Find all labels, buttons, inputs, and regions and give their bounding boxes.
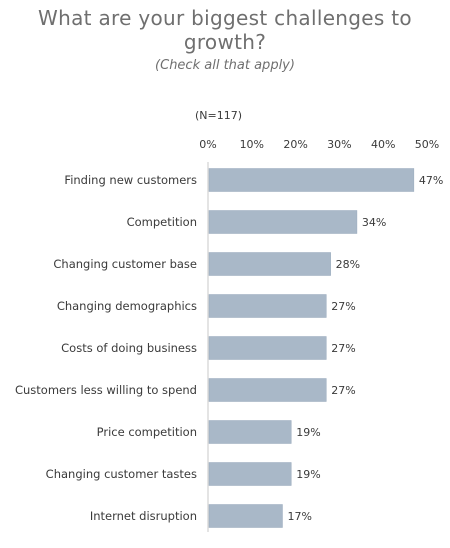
chart-title: What are your biggest challenges to grow… [38, 6, 412, 54]
bar [208, 252, 331, 276]
x-tick-label: 30% [327, 138, 351, 151]
bar [208, 294, 327, 318]
bar [208, 168, 415, 192]
category-label: Price competition [97, 425, 197, 439]
bar [208, 420, 292, 444]
category-label: Changing demographics [57, 299, 197, 313]
category-label: Customers less willing to spend [15, 383, 197, 397]
sample-size-note: (N=117) [195, 109, 243, 122]
bar [208, 378, 327, 402]
data-label: 28% [336, 258, 360, 271]
bar [208, 210, 358, 234]
chart-subtitle: (Check all that apply) [155, 58, 295, 73]
x-tick-label: 0% [199, 138, 216, 151]
data-label: 27% [331, 300, 355, 313]
x-tick-label: 10% [240, 138, 264, 151]
data-label: 17% [287, 510, 311, 523]
bar [208, 504, 283, 528]
category-label: Changing customer tastes [46, 467, 197, 481]
category-label: Competition [127, 215, 197, 229]
category-label: Finding new customers [64, 173, 197, 187]
data-label: 27% [331, 342, 355, 355]
category-label: Changing customer base [53, 257, 197, 271]
data-label: 34% [362, 216, 386, 229]
x-tick-label: 50% [415, 138, 439, 151]
bar [208, 336, 327, 360]
data-label: 19% [296, 468, 320, 481]
data-label: 19% [296, 426, 320, 439]
bar [208, 462, 292, 486]
category-label: Internet disruption [90, 509, 197, 523]
data-label: 27% [331, 384, 355, 397]
data-label: 47% [419, 174, 443, 187]
x-tick-label: 20% [283, 138, 307, 151]
x-tick-label: 40% [371, 138, 395, 151]
category-label: Costs of doing business [61, 341, 197, 355]
